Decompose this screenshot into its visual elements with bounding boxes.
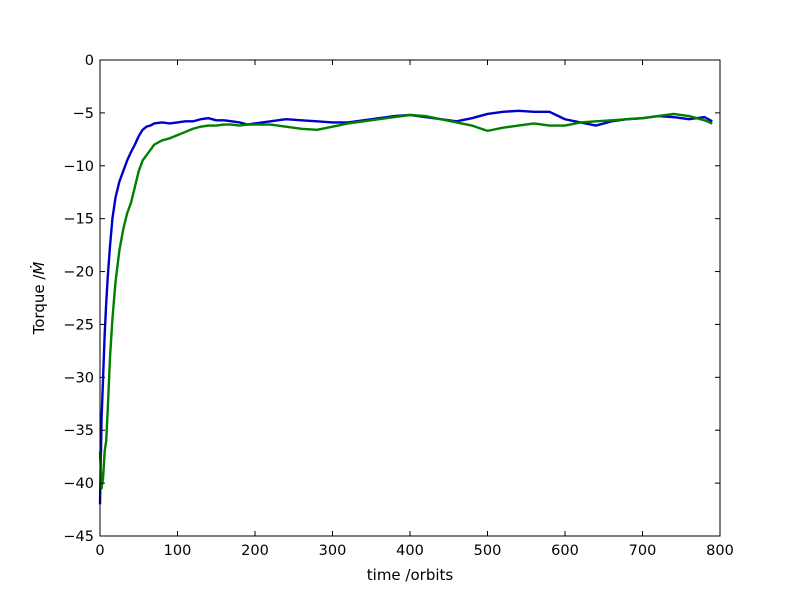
x-tick-label: 200 — [241, 543, 269, 559]
y-tick-label: 0 — [85, 53, 94, 69]
axes-frame — [99, 59, 721, 537]
x-tick-label: 100 — [164, 543, 192, 559]
y-tick-label: −20 — [63, 265, 94, 281]
y-axis-label: Torque /Ṁ — [29, 262, 48, 336]
x-tick-label: 300 — [319, 543, 347, 559]
plot-layer — [98, 109, 713, 505]
y-tick-label: −10 — [63, 159, 94, 175]
series-line-2 — [98, 112, 713, 490]
y-tick-label: −5 — [73, 106, 94, 122]
x-tick-label: 700 — [629, 543, 657, 559]
x-axis-label: time /orbits — [367, 566, 454, 584]
y-tick-label: −35 — [63, 423, 94, 439]
y-tick-label: −30 — [63, 370, 94, 386]
y-tick-label: −25 — [63, 317, 94, 333]
x-tick-label: 0 — [95, 543, 104, 559]
y-axis-label-text: Torque / — [30, 274, 48, 336]
ticks-layer: 0 100 200 300 400 500 600 700 800 0 −5 −10 −15 −20 −25… — [63, 53, 733, 559]
y-axis-label-math: Ṁ — [29, 262, 48, 275]
y-tick-label: −45 — [63, 529, 94, 545]
y-tick-label: −15 — [63, 212, 94, 228]
x-tick-label: 800 — [706, 543, 734, 559]
series-line-1 — [98, 109, 713, 505]
x-tick-label: 600 — [551, 543, 579, 559]
x-tick-label: 400 — [396, 543, 424, 559]
x-tick-label: 500 — [474, 543, 502, 559]
y-tick-label: −40 — [63, 476, 94, 492]
